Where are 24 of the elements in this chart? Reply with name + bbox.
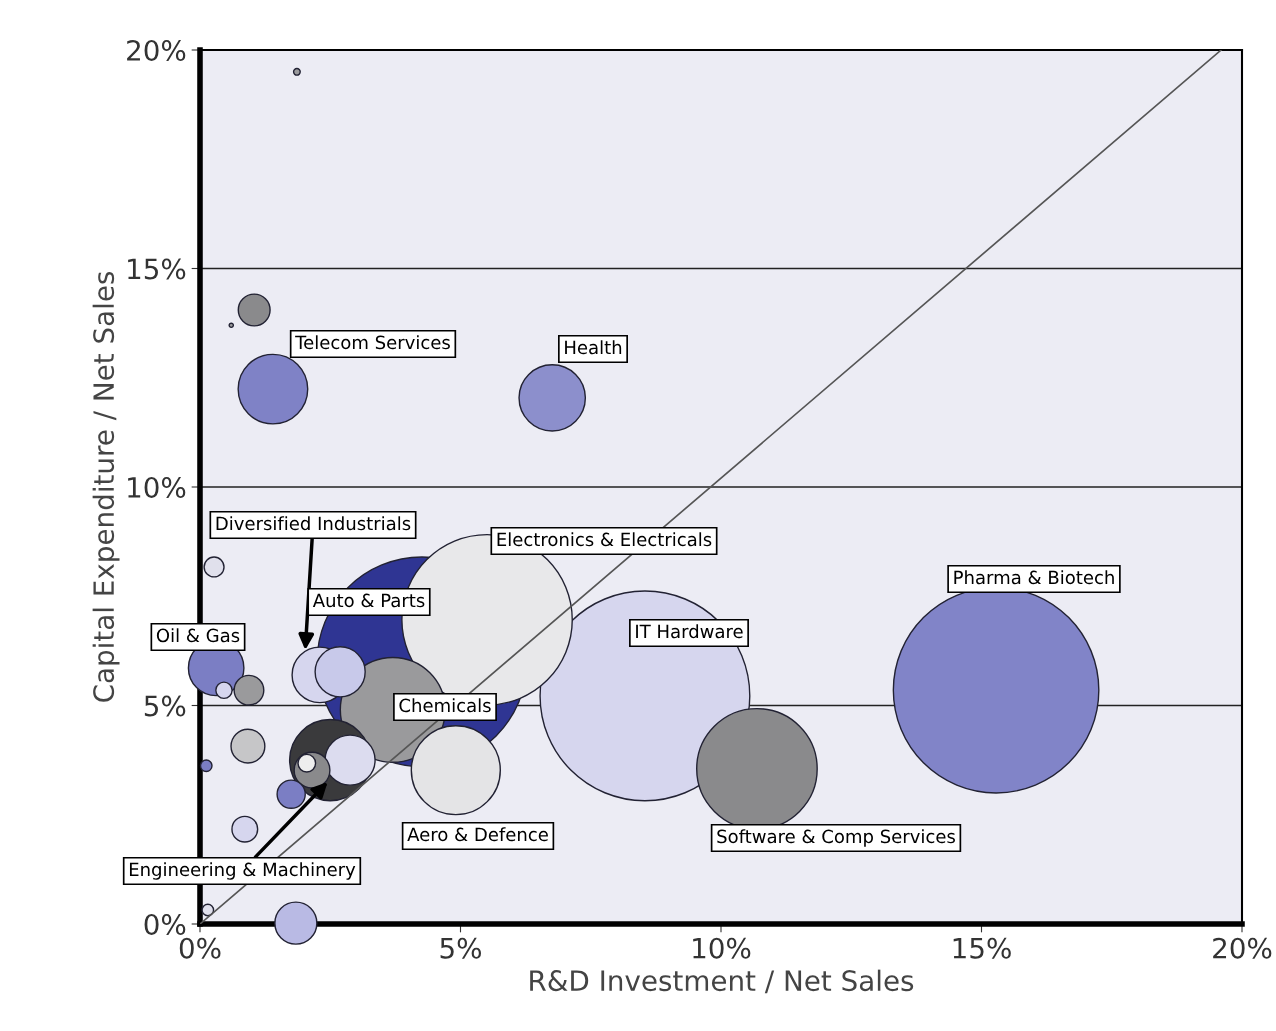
y-tick-label: 15% (128, 258, 186, 280)
y-tick-label: 10% (128, 476, 186, 498)
annotation: Aero & Defence (407, 827, 548, 842)
annotation: IT Hardware (636, 624, 743, 639)
annotation: Auto & Parts (312, 593, 425, 608)
x-axis-title: R&D Investment / Net Sales (530, 969, 914, 994)
annotation: Health (565, 340, 622, 355)
annotation: Software & Comp Services (717, 829, 955, 847)
x-tick-label: 5% (440, 937, 481, 959)
annotation: Electronics & Electricals (497, 532, 712, 547)
y-tick-label: 20% (127, 39, 186, 61)
annotation: Chemicals (399, 698, 491, 713)
annotation: Pharma & Biotech (954, 570, 1114, 585)
annotation: Diversified Industrials (216, 516, 411, 531)
y-axis-title: Capital Expenditure / Net Sales (92, 271, 120, 702)
x-tick-label: 20% (1213, 937, 1272, 959)
x-tick-label: 0% (179, 937, 221, 959)
x-tick-label: 15% (953, 937, 1011, 959)
annotation: Oil & Gas (156, 628, 240, 643)
x-tick-label: 10% (693, 937, 751, 959)
y-tick-label: 0% (144, 913, 186, 935)
y-tick-label: 5% (144, 695, 186, 717)
annotation: Engineering & Machinery (129, 862, 356, 880)
annotation: Telecom Services (295, 335, 450, 350)
